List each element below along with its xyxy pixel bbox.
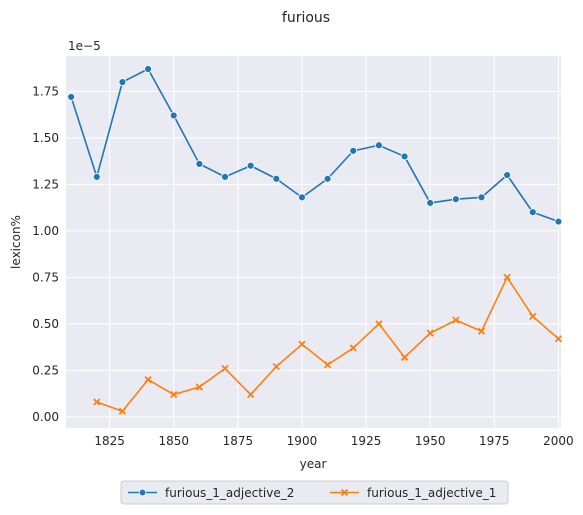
- y-tick-label: 0.50: [32, 317, 59, 331]
- data-point: [273, 175, 280, 182]
- x-tick-label: 1950: [415, 434, 446, 448]
- x-tick-label: 1925: [351, 434, 382, 448]
- data-point: [504, 172, 511, 179]
- x-tick-label: 1825: [94, 434, 125, 448]
- x-tick-label: 1900: [287, 434, 318, 448]
- y-tick-labels: 0.00 0.25 0.50 0.75 1.00 1.25 1.50 1.75: [32, 84, 59, 424]
- y-tick-label: 1.25: [32, 177, 59, 191]
- x-tick-label: 1975: [479, 434, 510, 448]
- y-offset-label: 1e−5: [68, 39, 101, 53]
- data-point: [196, 160, 203, 167]
- y-tick-label: 1.50: [32, 131, 59, 145]
- y-tick-label: 1.75: [32, 84, 59, 98]
- legend-label-1: furious_1_adjective_2: [165, 486, 294, 500]
- data-point: [222, 173, 229, 180]
- y-tick-label: 1.00: [32, 224, 59, 238]
- y-tick-label: 0.25: [32, 363, 59, 377]
- y-tick-label: 0.00: [32, 410, 59, 424]
- data-point: [350, 147, 357, 154]
- x-tick-label: 1850: [158, 434, 189, 448]
- data-point: [478, 194, 485, 201]
- data-point: [452, 196, 459, 203]
- data-point: [170, 112, 177, 119]
- data-point: [119, 79, 126, 86]
- legend-swatch-marker-1: [139, 489, 146, 496]
- x-tick-label: 2000: [543, 434, 574, 448]
- x-axis-label: year: [300, 457, 327, 471]
- data-point: [145, 66, 152, 73]
- chart-title: furious: [282, 10, 330, 26]
- data-point: [68, 93, 75, 100]
- y-axis-label: lexicon%: [9, 215, 23, 269]
- legend: furious_1_adjective_2 furious_1_adjectiv…: [121, 481, 508, 504]
- data-point: [298, 194, 305, 201]
- data-point: [555, 218, 562, 225]
- data-point: [401, 153, 408, 160]
- data-point: [93, 173, 100, 180]
- data-point: [427, 199, 434, 206]
- data-point: [529, 209, 536, 216]
- legend-label-2: furious_1_adjective_1: [367, 486, 496, 500]
- x-tick-labels: 1825 1850 1875 1900 1925 1950 1975 2000: [94, 434, 573, 448]
- x-tick-label: 1875: [223, 434, 254, 448]
- data-point: [375, 142, 382, 149]
- data-point: [324, 175, 331, 182]
- data-point: [247, 162, 254, 169]
- y-tick-label: 0.75: [32, 270, 59, 284]
- plot-area: [66, 56, 561, 428]
